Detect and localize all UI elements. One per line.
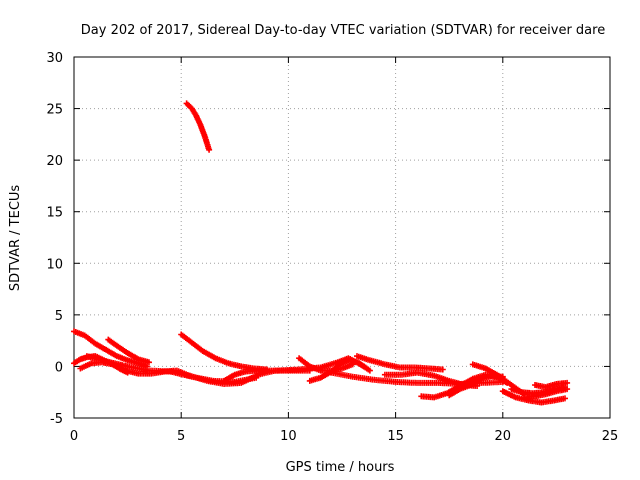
data-point-marks — [183, 100, 213, 153]
y-tick-label: 30 — [46, 51, 63, 66]
data-point-marks — [521, 386, 571, 401]
y-axis-label: SDTVAR / TECUs — [8, 185, 23, 292]
x-axis-label: GPS time / hours — [286, 460, 395, 475]
data-point-marks — [178, 331, 270, 373]
y-tick-label: 15 — [46, 206, 63, 221]
series-arc-6 — [178, 331, 270, 373]
x-tick-label: 0 — [70, 429, 78, 444]
data-point-marks — [105, 336, 152, 366]
series-arc-1 — [71, 328, 150, 370]
y-tick-label: 5 — [55, 309, 63, 324]
y-tick-label: -5 — [50, 412, 63, 427]
x-tick-label: 10 — [280, 429, 297, 444]
y-tick-label: 10 — [46, 257, 63, 272]
x-tick-label: 5 — [177, 429, 185, 444]
series-arc-21 — [521, 386, 571, 401]
tick-labels: 0 5 10 15 20 25 -5 0 5 10 15 20 25 30 — [46, 51, 618, 444]
axes — [73, 56, 611, 419]
x-tick-label: 25 — [602, 429, 619, 444]
series-arc-14 — [354, 353, 446, 373]
y-tick-label: 0 — [55, 360, 63, 375]
data-point-marks — [71, 328, 150, 370]
x-tick-label: 15 — [387, 429, 404, 444]
data-point-marks — [532, 379, 571, 391]
series-arc-7 — [183, 100, 213, 153]
x-tick-label: 20 — [495, 429, 512, 444]
plot-frame — [73, 56, 611, 419]
series-arc-19 — [499, 388, 568, 406]
y-tick-label: 20 — [46, 154, 63, 169]
series-arc-22 — [532, 379, 571, 391]
data-series — [71, 100, 571, 406]
data-point-marks — [354, 353, 446, 373]
y-tick-label: 25 — [46, 103, 63, 118]
chart-title: Day 202 of 2017, Sidereal Day-to-day VTE… — [81, 23, 605, 38]
data-point-marks — [499, 388, 568, 406]
series-arc-5 — [83, 353, 260, 385]
data-point-marks — [83, 353, 260, 385]
series-arc-4 — [105, 336, 152, 366]
